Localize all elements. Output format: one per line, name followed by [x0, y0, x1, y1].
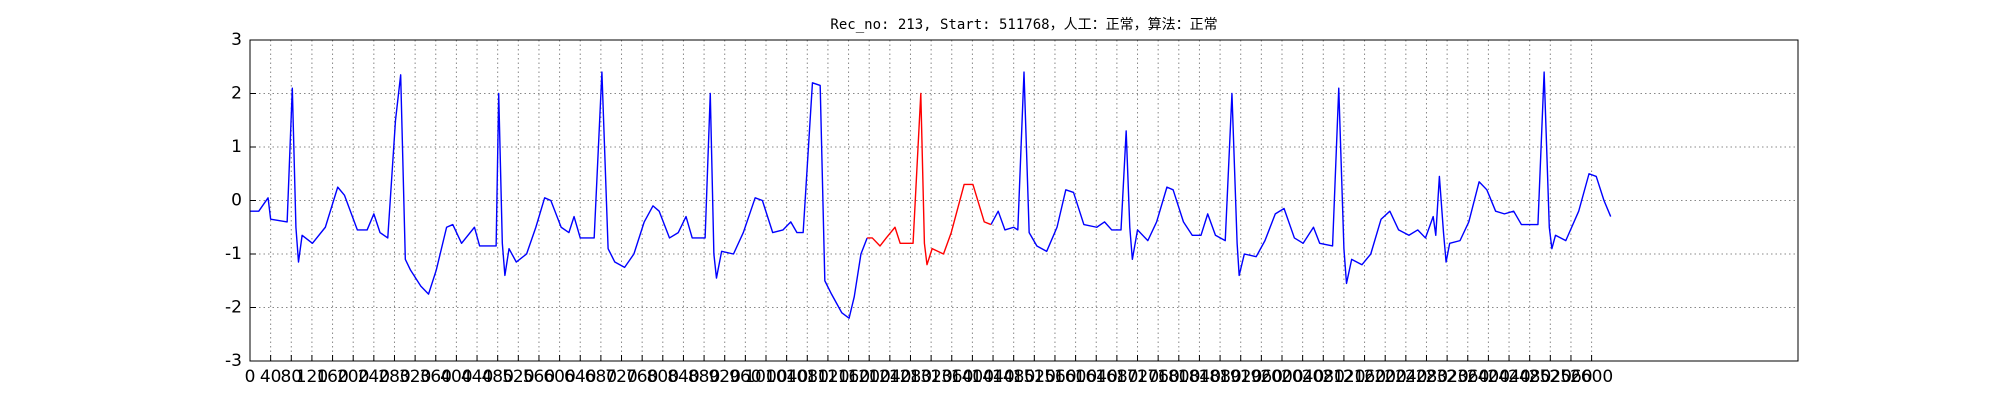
- ecg-line: [250, 71, 1612, 319]
- x-tick-label: 2080: [1302, 367, 1345, 387]
- x-tick-label: 480: [481, 367, 513, 387]
- x-tick-label: 680: [585, 367, 617, 387]
- ecg-line: [867, 92, 992, 266]
- x-tick-label: 720: [605, 367, 637, 387]
- x-tick-label: 1840: [1178, 367, 1221, 387]
- x-tick-label: 80: [280, 367, 302, 387]
- x-tick-label: 1600: [1054, 367, 1097, 387]
- x-tick-label: 760: [626, 367, 658, 387]
- x-tick-label: 440: [461, 367, 493, 387]
- x-tick-label: 560: [523, 367, 555, 387]
- x-tick-label: 1760: [1137, 367, 1180, 387]
- x-tick-label: 2160: [1343, 367, 1386, 387]
- x-tick-label: 2440: [1487, 367, 1530, 387]
- x-tick-label: 1480: [992, 367, 1035, 387]
- x-tick-label: 1920: [1219, 367, 1262, 387]
- y-tick-label: -1: [225, 244, 242, 264]
- x-tick-label: 520: [502, 367, 534, 387]
- x-tick-label: 2480: [1508, 367, 1551, 387]
- x-tick-label: 2200: [1364, 367, 1407, 387]
- x-tick-label: 1000: [744, 367, 787, 387]
- y-tick-label: 1: [231, 137, 242, 157]
- x-tick-label: 1080: [786, 367, 829, 387]
- x-tick-label: 1040: [765, 367, 808, 387]
- x-tick-label: 1880: [1198, 367, 1241, 387]
- x-tick-label: 400: [440, 367, 472, 387]
- x-tick-label: 2280: [1405, 367, 1448, 387]
- x-tick-label: 2040: [1281, 367, 1324, 387]
- x-tick-label: 2360: [1446, 367, 1489, 387]
- x-tick-label: 1520: [1013, 367, 1056, 387]
- x-tick-label: 1800: [1157, 367, 1200, 387]
- x-tick-label: 1200: [848, 367, 891, 387]
- x-tick-label: 240: [358, 367, 390, 387]
- x-tick-label: 2520: [1529, 367, 1572, 387]
- x-tick-label: 200: [337, 367, 369, 387]
- y-tick-label: 3: [231, 30, 242, 50]
- x-tick-label: 800: [647, 367, 679, 387]
- x-tick-label: 1560: [1033, 367, 1076, 387]
- x-tick-label: 40: [260, 367, 282, 387]
- x-tick-label: 280: [378, 367, 410, 387]
- x-tick-label: 1640: [1075, 367, 1118, 387]
- x-tick-label: 2320: [1425, 367, 1468, 387]
- y-tick-label: 0: [231, 191, 242, 211]
- y-tick-label: 2: [231, 84, 242, 104]
- x-tick-label: 2120: [1322, 367, 1365, 387]
- x-tick-label: 1320: [909, 367, 952, 387]
- x-tick-label: 2400: [1467, 367, 1510, 387]
- x-tick-label: 920: [708, 367, 740, 387]
- x-tick-label: 1400: [951, 367, 994, 387]
- x-tick-label: 2240: [1384, 367, 1427, 387]
- x-tick-label: 320: [399, 367, 431, 387]
- x-tick-label: 1160: [827, 367, 870, 387]
- x-tick-label: 1120: [806, 367, 849, 387]
- y-tick-label: -2: [225, 298, 242, 318]
- x-tick-label: 640: [564, 367, 596, 387]
- y-tick-label: -3: [225, 351, 242, 371]
- x-tick-label: 0: [245, 367, 256, 387]
- chart-title: Rec_no: 213, Start: 511768，人工：正常，算法：正常: [830, 17, 1217, 33]
- x-tick-label: 1440: [971, 367, 1014, 387]
- x-tick-label: 2000: [1260, 367, 1303, 387]
- x-tick-label: 160: [316, 367, 348, 387]
- x-tick-label: 1360: [930, 367, 973, 387]
- x-tick-label: 2600: [1570, 367, 1613, 387]
- x-tick-label: 600: [543, 367, 575, 387]
- x-tick-label: 120: [296, 367, 328, 387]
- x-tick-label: 960: [729, 367, 761, 387]
- plot-lines: [250, 71, 1612, 319]
- x-tick-label: 880: [688, 367, 720, 387]
- x-tick-label: 1960: [1240, 367, 1283, 387]
- x-tick-label: 1280: [889, 367, 932, 387]
- x-tick-label: 2560: [1549, 367, 1592, 387]
- x-tick-label: 840: [667, 367, 699, 387]
- x-tick-label: 360: [420, 367, 452, 387]
- x-tick-label: 1240: [868, 367, 911, 387]
- x-tick-label: 1720: [1116, 367, 1159, 387]
- x-tick-label: 1680: [1095, 367, 1138, 387]
